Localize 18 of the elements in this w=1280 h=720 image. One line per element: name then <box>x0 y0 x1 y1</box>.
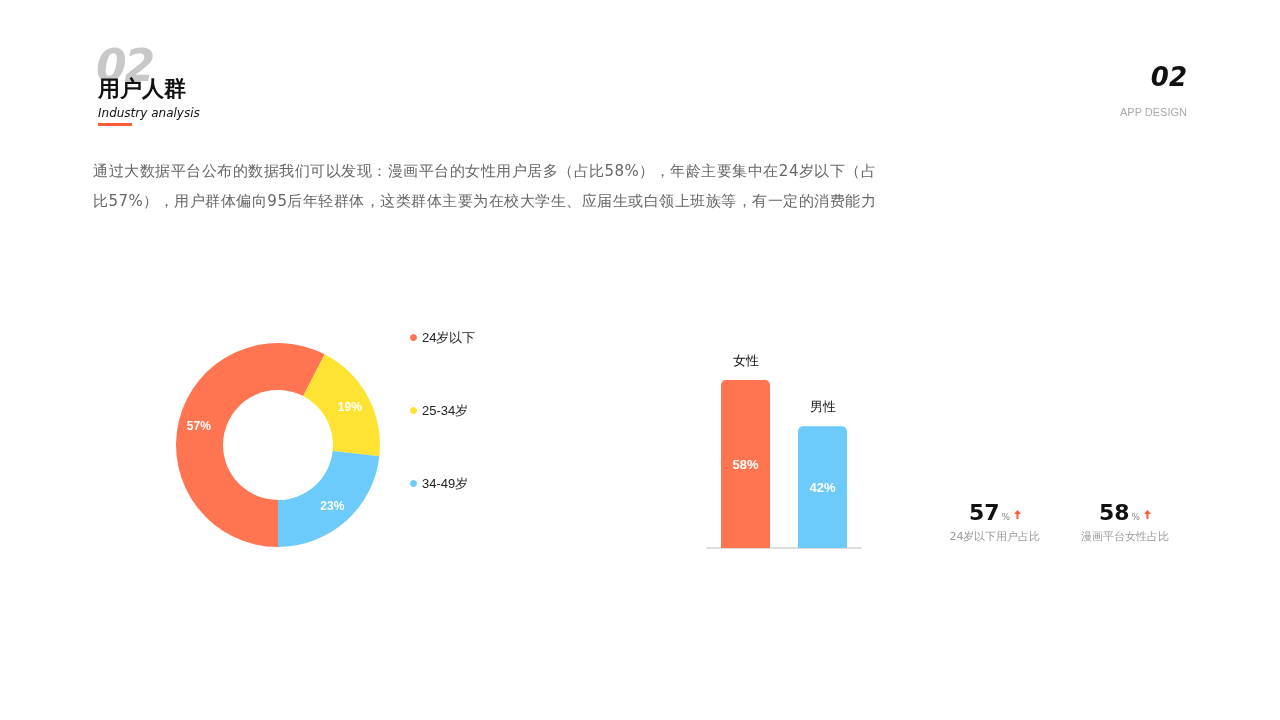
text: 58% <box>1098 500 1141 525</box>
data-label: 57% <box>186 418 212 433</box>
data-label: 58% <box>732 456 759 472</box>
data-label: 23% <box>320 498 345 513</box>
legend-label: 25-34岁 <box>422 403 469 418</box>
x-tick-label: 女性 <box>731 352 760 370</box>
text: 57% <box>968 500 1011 525</box>
legend-label: 34-49岁 <box>422 476 469 491</box>
data-label: 19% <box>337 399 363 414</box>
chart-subtitle: Industry analysis <box>98 106 200 120</box>
text: 漫画平台女性占比 <box>1080 529 1170 544</box>
text: APP DESIGN <box>1119 106 1187 118</box>
text: 24岁以下用户占比 <box>948 529 1042 544</box>
text: 02 <box>1150 62 1187 92</box>
x-tick-label: 男性 <box>808 398 837 417</box>
data-label: 42% <box>809 479 836 495</box>
legend-label: 24岁以下 <box>422 330 476 345</box>
text: 通过大数据平台公布的数据我们可以发现：漫画平台的女性用户居多（占比58%），年龄主要集中在24岁以下（占比57%），用户群体偏向95后年轻群体，这类群体主要为在校大学生、应届生或白领上班族等，有一定的消费能力 <box>93 161 878 212</box>
